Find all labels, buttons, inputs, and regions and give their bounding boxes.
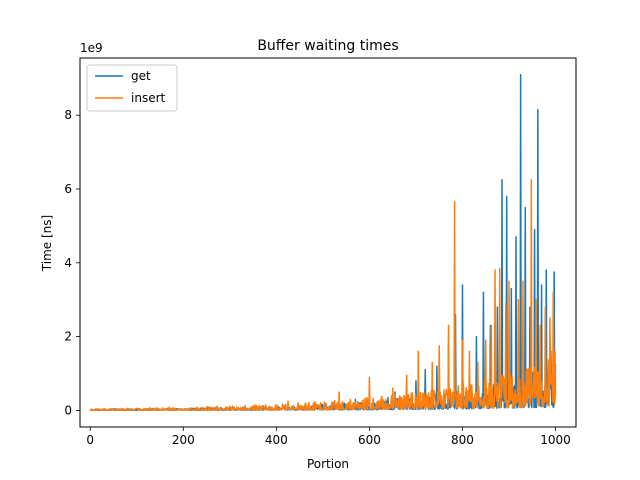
chart-title: Buffer waiting times bbox=[257, 38, 398, 54]
x-axis-label: Portion bbox=[307, 457, 349, 471]
x-tick-label: 400 bbox=[265, 433, 288, 447]
x-axis: 0 200 400 600 800 1000 bbox=[86, 427, 571, 447]
x-tick-label: 200 bbox=[172, 433, 195, 447]
y-axis-label: Time [ns] bbox=[40, 215, 54, 272]
plot-frame bbox=[79, 57, 577, 428]
y-axis: 0 2 4 6 8 bbox=[64, 108, 80, 417]
y-axis-offset-label: 1e9 bbox=[80, 41, 103, 55]
y-tick-label: 8 bbox=[64, 108, 72, 122]
legend: get insert bbox=[86, 64, 178, 112]
series-line-insert bbox=[89, 179, 557, 412]
x-tick-label: 1000 bbox=[540, 433, 571, 447]
y-tick-label: 6 bbox=[64, 182, 72, 196]
x-tick-label: 600 bbox=[358, 433, 381, 447]
y-tick-label: 4 bbox=[64, 256, 72, 270]
legend-label-get: get bbox=[131, 69, 151, 83]
x-tick-label: 800 bbox=[451, 433, 474, 447]
series-layer bbox=[89, 73, 557, 412]
legend-label-insert: insert bbox=[131, 91, 166, 105]
y-tick-label: 2 bbox=[64, 330, 72, 344]
y-tick-label: 0 bbox=[64, 403, 72, 417]
x-tick-label: 0 bbox=[86, 433, 94, 447]
